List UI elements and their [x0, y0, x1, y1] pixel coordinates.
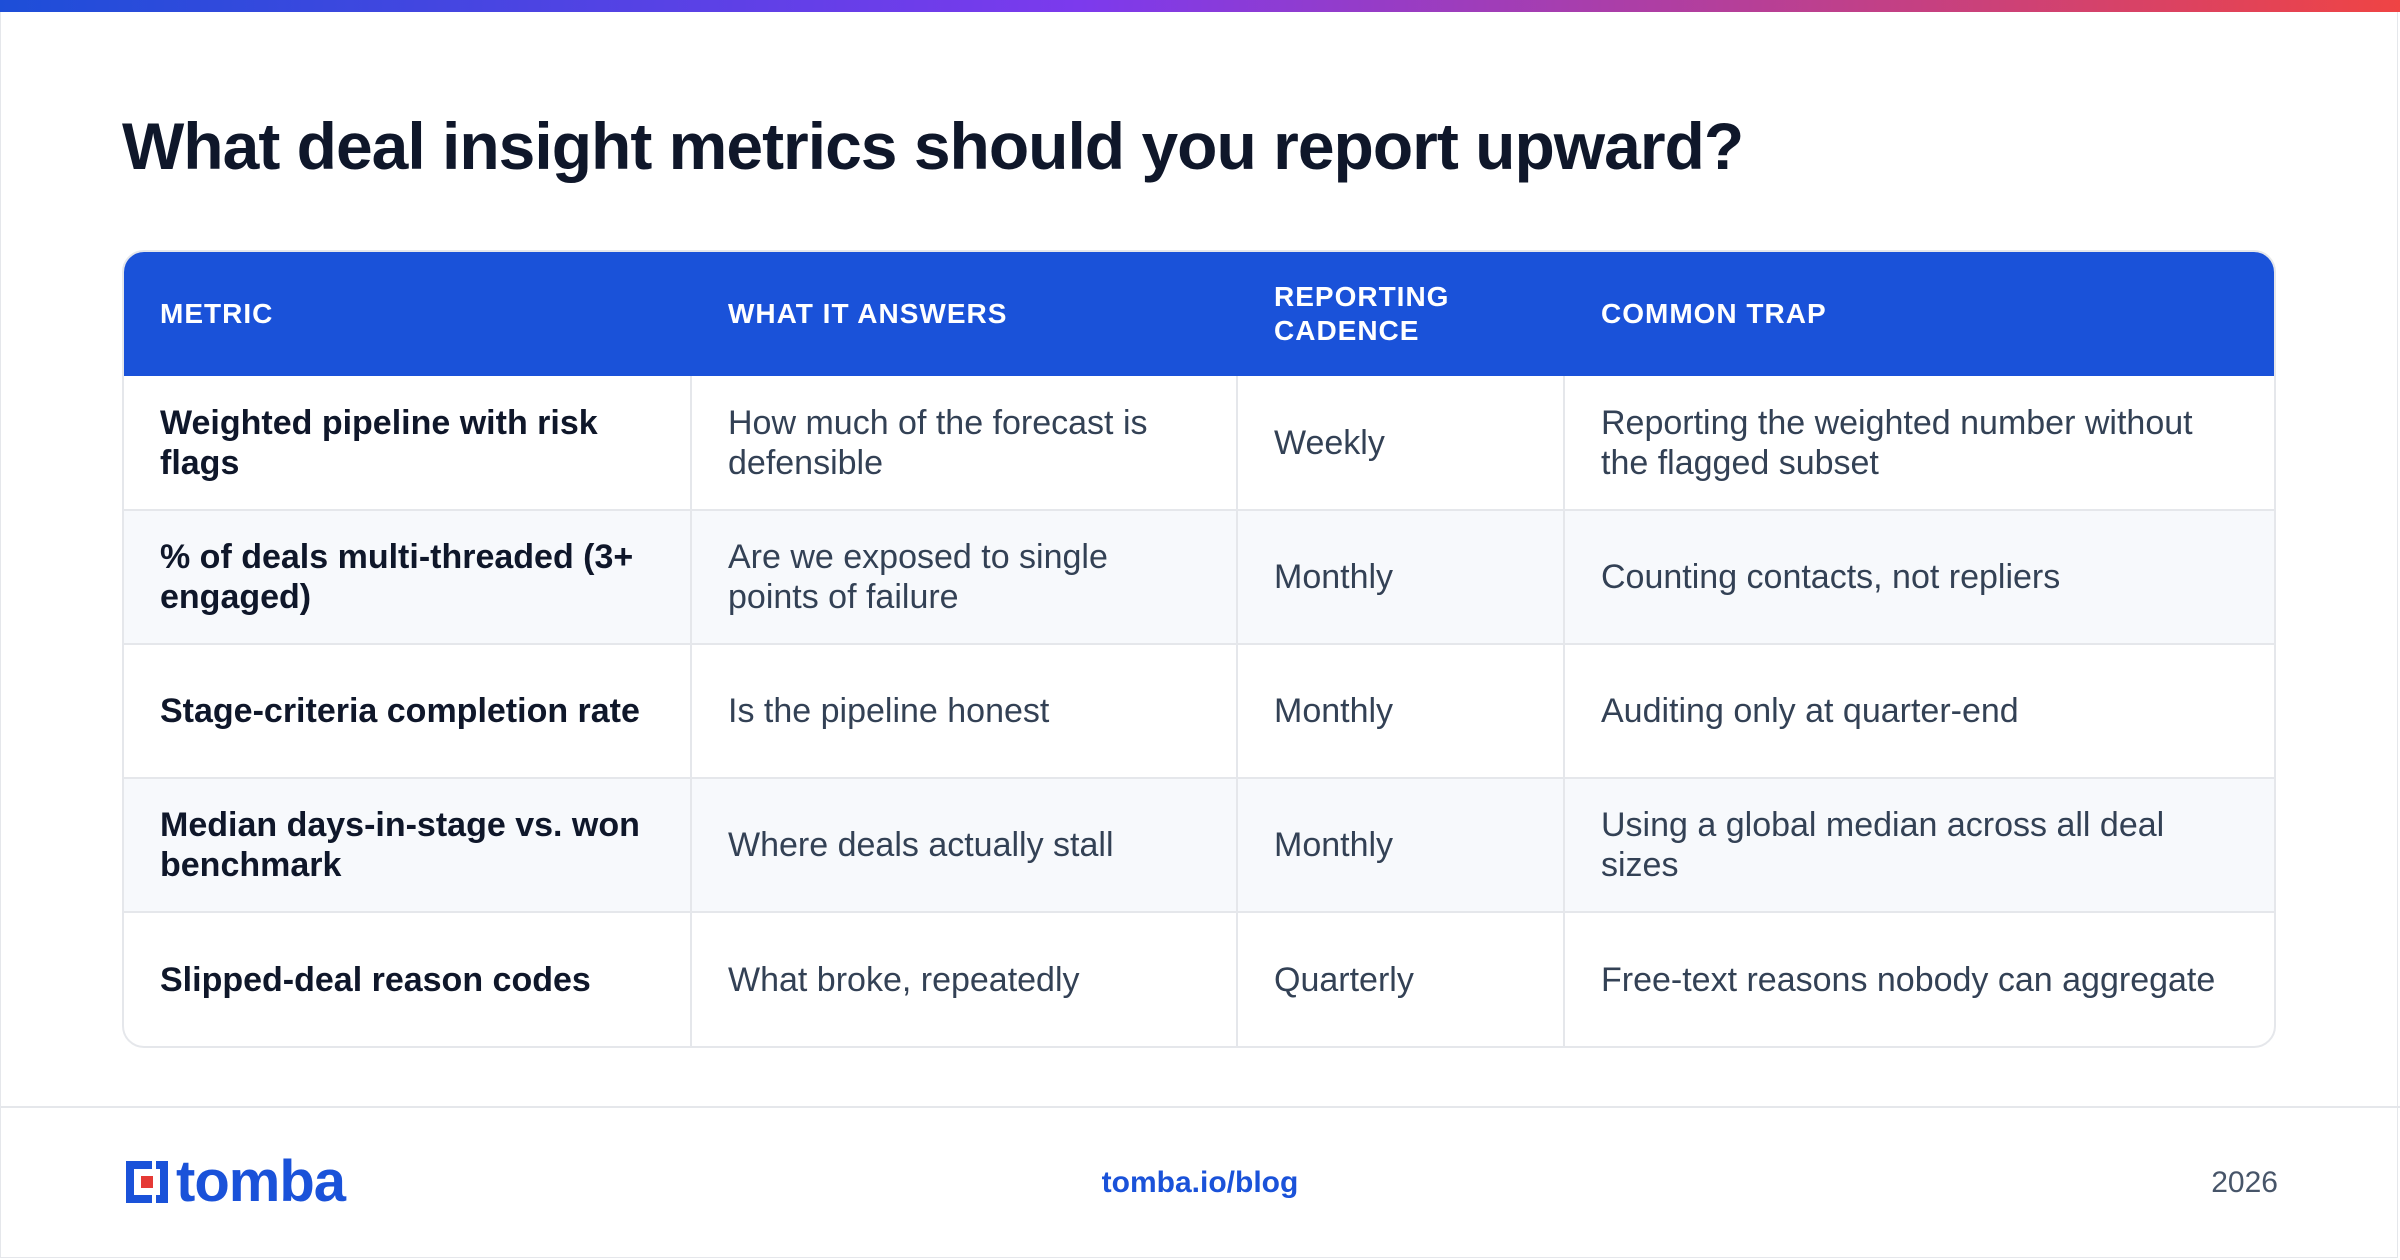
table-header-row: METRIC WHAT IT ANSWERS REPORTING CADENCE…	[124, 252, 2274, 376]
blog-link[interactable]: tomba.io/blog	[1101, 1166, 1299, 1199]
table-row: Weighted pipeline with risk flags How mu…	[124, 376, 2274, 510]
answers-cell: Is the pipeline honest	[690, 643, 1237, 778]
tomba-logo-icon	[122, 1157, 172, 1207]
table-row: Slipped-deal reason codes What broke, re…	[124, 911, 2274, 1046]
answers-cell: What broke, repeatedly	[690, 911, 1237, 1046]
tomba-logo: tomba	[122, 1149, 346, 1214]
header-common-trap: COMMON TRAP	[1601, 298, 1827, 329]
trap-cell: Auditing only at quarter-end	[1563, 643, 2274, 778]
header-what-it-answers: WHAT IT ANSWERS	[728, 298, 1008, 329]
table-row: Stage-criteria completion rate Is the pi…	[124, 643, 2274, 778]
header-reporting-cadence: REPORTING CADENCE	[1274, 281, 1450, 346]
metric-cell: % of deals multi-threaded (3+ engaged)	[124, 509, 691, 644]
cadence-cell: Monthly	[1236, 509, 1564, 644]
trap-cell: Reporting the weighted number without th…	[1563, 376, 2274, 510]
top-gradient-bar	[0, 0, 2400, 12]
trap-cell: Using a global median across all deal si…	[1563, 777, 2274, 912]
cadence-cell: Monthly	[1236, 643, 1564, 778]
metric-cell: Weighted pipeline with risk flags	[160, 403, 598, 482]
cadence-cell: Monthly	[1236, 777, 1564, 912]
answers-cell: Where deals actually stall	[690, 777, 1237, 912]
page-title: What deal insight metrics should you rep…	[122, 109, 1744, 183]
footer-divider	[0, 1106, 2400, 1108]
footer-year: 2026	[2211, 1166, 2278, 1199]
cadence-cell: Quarterly	[1236, 911, 1564, 1046]
trap-cell: Counting contacts, not repliers	[1563, 509, 2274, 644]
answers-cell: How much of the forecast is defensible	[690, 376, 1237, 510]
table-row: % of deals multi-threaded (3+ engaged) A…	[124, 509, 2274, 644]
answers-cell: Are we exposed to single points of failu…	[690, 509, 1237, 644]
metric-cell: Median days-in-stage vs. won benchmark	[124, 777, 691, 912]
metric-cell: Stage-criteria completion rate	[124, 643, 691, 778]
metric-cell: Slipped-deal reason codes	[124, 911, 691, 1046]
trap-cell: Free-text reasons nobody can aggregate	[1563, 911, 2274, 1046]
metrics-table: METRIC WHAT IT ANSWERS REPORTING CADENCE…	[122, 250, 2276, 1048]
logo-text: tomba	[176, 1149, 346, 1214]
table-row: Median days-in-stage vs. won benchmark W…	[124, 777, 2274, 912]
cadence-cell: Weekly	[1236, 376, 1564, 510]
header-metric: METRIC	[160, 298, 274, 329]
